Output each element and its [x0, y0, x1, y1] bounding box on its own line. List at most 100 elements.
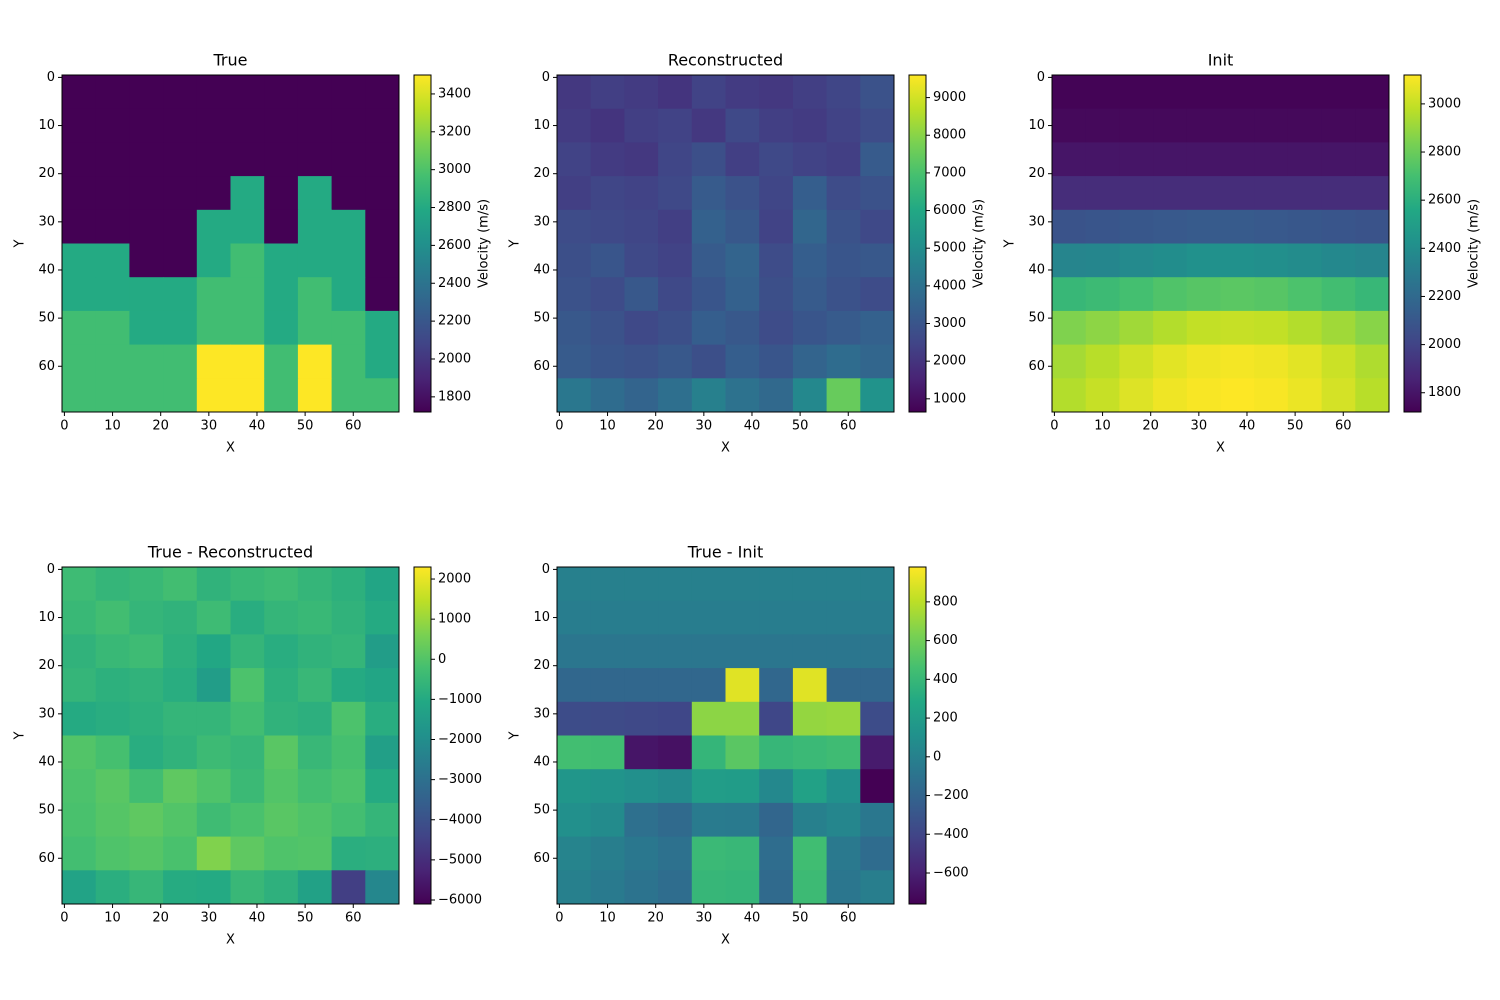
heatmap-cell [365, 802, 400, 838]
y-tick-label: 40 [533, 754, 550, 769]
heatmap-cell [1119, 243, 1154, 278]
heatmap-cell [826, 870, 861, 905]
y-tick-label: 40 [533, 262, 550, 277]
heatmap-cell [691, 277, 726, 312]
heatmap-cell [792, 870, 828, 905]
heatmap-cell [196, 108, 231, 143]
heatmap-cell [759, 567, 794, 602]
heatmap-cell [1254, 277, 1289, 312]
heatmap-cell [1119, 142, 1154, 177]
heatmap-cell [1355, 378, 1390, 413]
heatmap-cell [1186, 243, 1221, 278]
heatmap-cell [557, 769, 592, 804]
heatmap-cell [264, 701, 299, 736]
colorbar [413, 74, 432, 413]
heatmap-cell [297, 701, 333, 736]
heatmap-cell [725, 142, 760, 177]
heatmap-cell [725, 310, 760, 346]
heatmap-cell [1085, 108, 1120, 143]
heatmap-cell [860, 769, 895, 804]
heatmap-cell [331, 142, 366, 177]
heatmap-cell [62, 668, 97, 703]
heatmap-cell [1153, 142, 1188, 177]
heatmap-cell [1355, 243, 1390, 278]
heatmap-cell [624, 142, 659, 177]
heatmap-cell [624, 108, 659, 143]
heatmap-cell [1186, 108, 1221, 143]
heatmap-cell [1052, 142, 1087, 177]
heatmap-cell [590, 836, 625, 871]
colorbar-tick-label: −3000 [438, 772, 482, 787]
colorbar-tick-label: −200 [933, 788, 969, 803]
heatmap-cell [759, 735, 794, 770]
heatmap-cell [129, 802, 164, 838]
heatmap-cell [331, 701, 366, 736]
heatmap-cell [129, 108, 164, 143]
y-axis-label: Y [1003, 239, 1018, 248]
heatmap-cell [590, 277, 625, 312]
heatmap-cell [297, 600, 333, 635]
heatmap-cell [691, 870, 726, 905]
heatmap-cell [230, 567, 265, 602]
heatmap-cell [1119, 209, 1154, 244]
heatmap-cell [196, 344, 231, 379]
heatmap-cell [230, 378, 265, 413]
heatmap-cell [230, 344, 265, 379]
y-tick-label: 60 [533, 359, 550, 374]
heatmap-cell [129, 600, 164, 635]
heatmap-cell [590, 243, 625, 278]
heatmap-cell [590, 344, 625, 379]
heatmap-cell [297, 108, 333, 143]
colorbar-tick-label: 200 [933, 711, 958, 726]
heatmap-cell [196, 769, 231, 804]
heatmap-cell [129, 277, 164, 312]
heatmap-cell [62, 142, 97, 177]
heatmap-cell [62, 802, 97, 838]
heatmap-cell [365, 769, 400, 804]
heatmap-cell [1254, 310, 1289, 346]
heatmap-cell [725, 802, 760, 838]
x-axis-label: X [1216, 441, 1225, 456]
heatmap-cell [759, 769, 794, 804]
heatmap-cell [297, 668, 333, 703]
colorbar-tick-label: 2400 [1428, 241, 1461, 256]
colorbar-tick-label: 0 [438, 652, 446, 667]
heatmap-cell [725, 870, 760, 905]
heatmap-cell [1085, 243, 1120, 278]
heatmap-cell [725, 769, 760, 804]
heatmap-cell [264, 277, 299, 312]
heatmap-cell [365, 378, 400, 413]
heatmap-cell [792, 108, 828, 143]
heatmap-cell [196, 176, 231, 211]
colorbar-tick-label: 2000 [1428, 337, 1461, 352]
x-axis-label: X [721, 441, 730, 456]
heatmap-cell [196, 209, 231, 244]
heatmap-cell [62, 176, 97, 211]
x-tick-label: 50 [297, 419, 314, 434]
heatmap-cell [759, 378, 794, 413]
heatmap-cell [331, 209, 366, 244]
heatmap-cell [792, 668, 828, 703]
heatmap-cell [1186, 310, 1221, 346]
heatmap-cell [1186, 75, 1221, 110]
heatmap-cell [1355, 310, 1390, 346]
heatmap-cell [95, 142, 130, 177]
heatmap-cell [331, 735, 366, 770]
heatmap-cell [557, 567, 592, 602]
heatmap-cell [331, 243, 366, 278]
heatmap-cell [759, 310, 794, 346]
heatmap-cell [590, 802, 625, 838]
y-tick-label: 40 [1028, 262, 1045, 277]
heatmap-cell [826, 668, 861, 703]
colorbar-label: Velocity (m/s) [972, 199, 987, 288]
heatmap-cell [658, 836, 693, 871]
heatmap-cell [196, 142, 231, 177]
heatmap-cell [331, 769, 366, 804]
heatmap-cell [1254, 142, 1289, 177]
heatmap-cell [725, 75, 760, 110]
colorbar-tick-label: 3000 [933, 316, 966, 331]
heatmap-cell [725, 108, 760, 143]
heatmap-cell [792, 567, 828, 602]
heatmap-cell [792, 735, 828, 770]
heatmap-cell [557, 75, 592, 110]
